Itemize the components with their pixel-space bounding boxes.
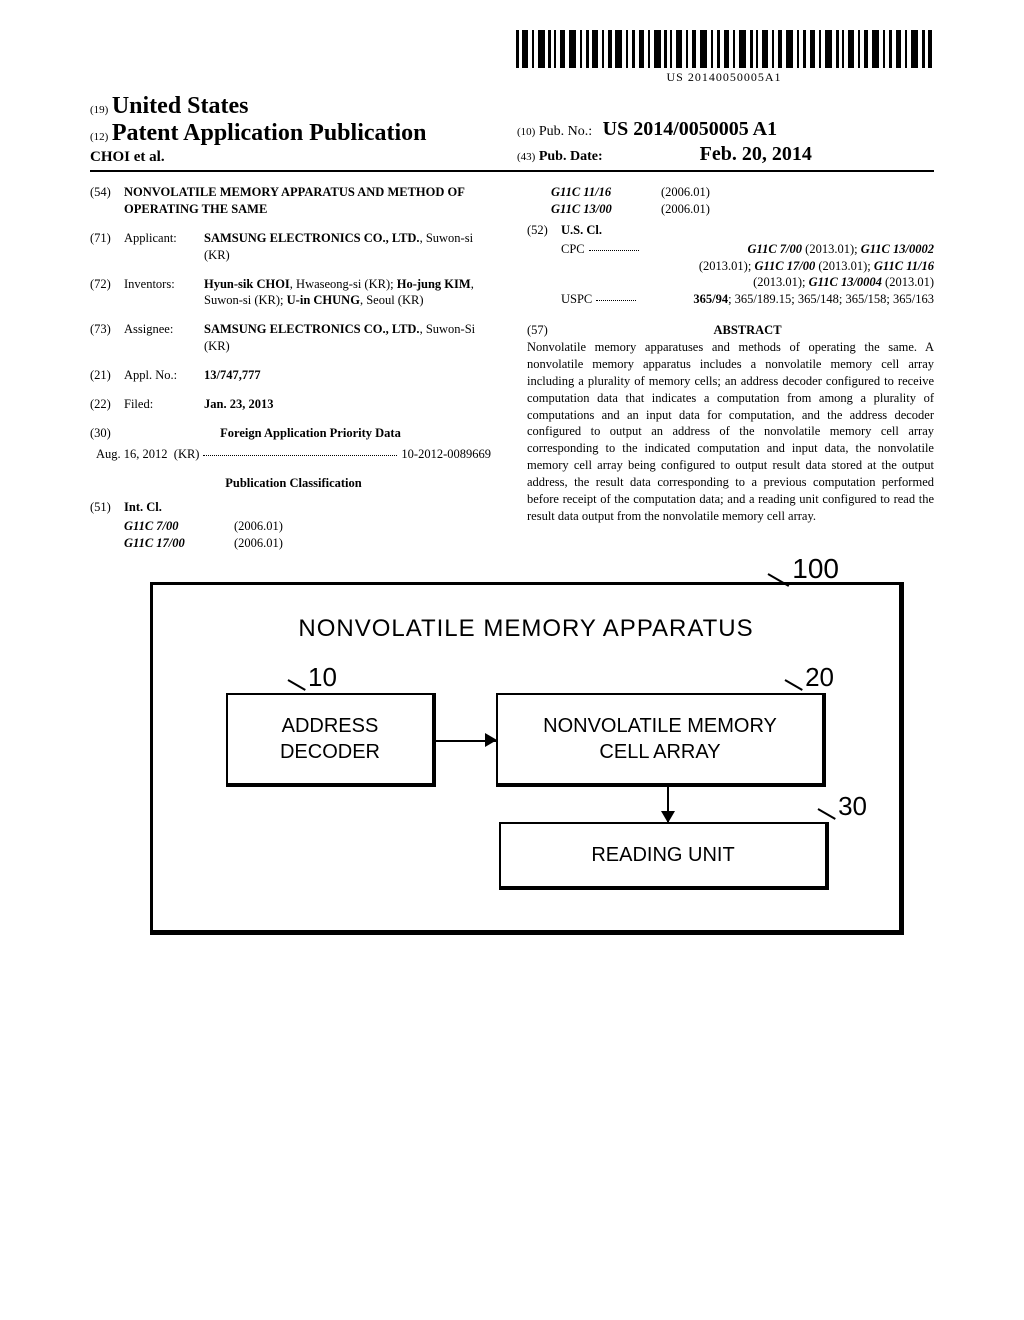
uspc-block: USPC 365/94; 365/189.15; 365/148; 365/15… <box>527 291 934 308</box>
cpc-block: CPC G11C 7/00 (2013.01); G11C 13/0002 (2… <box>527 241 934 292</box>
figure-row-2: 30 READING UNIT <box>193 822 859 890</box>
figure-1: 100 NONVOLATILE MEMORY APPARATUS 10 ADDR… <box>150 582 904 935</box>
ref-20: 20 <box>805 661 834 695</box>
arrow-down-icon <box>667 787 669 822</box>
applicant-field: (71) Applicant: SAMSUNG ELECTRONICS CO.,… <box>90 230 497 264</box>
intcl-header: (51) Int. Cl. <box>90 499 497 516</box>
intcl-row: G11C 17/00(2006.01) <box>124 535 497 552</box>
intcl-row: G11C 7/00(2006.01) <box>124 518 497 535</box>
pubclass-title: Publication Classification <box>90 475 497 492</box>
left-column: (54) NONVOLATILE MEMORY APPARATUS AND ME… <box>90 184 497 552</box>
ref-10: 10 <box>308 661 337 695</box>
pubdate-line: (43) Pub. Date: Feb. 20, 2014 <box>517 143 934 166</box>
country-line: (19) United States <box>90 93 507 120</box>
intcl-row: G11C 13/00(2006.01) <box>551 201 934 218</box>
header: (19) United States (12) Patent Applicati… <box>90 93 934 172</box>
bibliographic-columns: (54) NONVOLATILE MEMORY APPARATUS AND ME… <box>90 184 934 552</box>
barcode-area: US 20140050005A1 <box>90 30 934 85</box>
inventors-field: (72) Inventors: Hyun-sik CHOI, Hwaseong-… <box>90 276 497 310</box>
priority-header: (30) Foreign Application Priority Data <box>90 425 497 442</box>
address-decoder-box: 10 ADDRESS DECODER <box>226 693 436 787</box>
reading-unit-box: 30 READING UNIT <box>499 822 829 890</box>
barcode: US 20140050005A1 <box>514 30 934 85</box>
priority-row: Aug. 16, 2012 (KR) 10-2012-0089669 <box>90 446 497 463</box>
arrow-down-wrap <box>193 787 859 822</box>
figure-title: NONVOLATILE MEMORY APPARATUS <box>193 615 859 643</box>
abstract-header: (57) ABSTRACT <box>527 322 934 339</box>
figure-row-1: 10 ADDRESS DECODER 20 NONVOLATILE MEMORY… <box>193 693 859 787</box>
title-field: (54) NONVOLATILE MEMORY APPARATUS AND ME… <box>90 184 497 218</box>
ref-100: 100 <box>792 553 839 585</box>
authors-line: CHOI et al. <box>90 149 507 166</box>
right-column: G11C 11/16(2006.01) G11C 13/00(2006.01) … <box>527 184 934 552</box>
uscl-header: (52) U.S. Cl. <box>527 222 934 239</box>
assignee-field: (73) Assignee: SAMSUNG ELECTRONICS CO., … <box>90 321 497 355</box>
intcl-cont-list: G11C 11/16(2006.01) G11C 13/00(2006.01) <box>527 184 934 218</box>
abstract-text: Nonvolatile memory apparatuses and metho… <box>527 339 934 525</box>
ref-30: 30 <box>838 790 867 824</box>
filed-field: (22) Filed: Jan. 23, 2013 <box>90 396 497 413</box>
applno-field: (21) Appl. No.: 13/747,777 <box>90 367 497 384</box>
intcl-list: G11C 7/00(2006.01) G11C 17/00(2006.01) <box>90 518 497 552</box>
intcl-row: G11C 11/16(2006.01) <box>551 184 934 201</box>
memory-array-box: 20 NONVOLATILE MEMORY CELL ARRAY <box>496 693 826 787</box>
pub-type-line: (12) Patent Application Publication <box>90 120 507 147</box>
leader-dots <box>203 446 397 456</box>
barcode-graphic <box>514 30 934 68</box>
barcode-text: US 20140050005A1 <box>514 70 934 85</box>
pubno-line: (10) Pub. No.: US 2014/0050005 A1 <box>517 118 934 141</box>
